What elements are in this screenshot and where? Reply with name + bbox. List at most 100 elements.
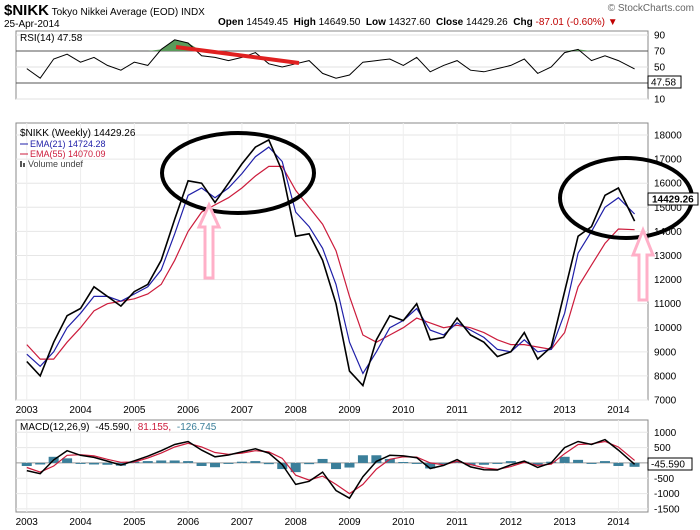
year-tick-label: 2007 xyxy=(231,517,254,528)
price-tick-label: 17000 xyxy=(654,155,682,166)
year-tick-label: 2004 xyxy=(69,405,92,416)
macd-hist-bar xyxy=(223,462,234,464)
macd-tick-label: -500 xyxy=(654,474,674,485)
macd-hist-bar xyxy=(210,462,221,468)
macd-hist-bar xyxy=(21,462,32,466)
close-label: Close xyxy=(435,17,464,28)
price-legend: $NIKK (Weekly) 14429.26 xyxy=(20,128,136,139)
year-tick-label: 2007 xyxy=(231,405,254,416)
macd-hist-bar xyxy=(331,462,342,470)
year-tick-label: 2014 xyxy=(607,405,630,416)
year-tick-label: 2011 xyxy=(446,405,468,416)
macd-hist-bar xyxy=(532,462,543,466)
macd-legend-hist: -126.745 xyxy=(177,422,217,433)
rsi-legend: RSI(14) 47.58 xyxy=(20,33,83,44)
price-panel: 18000 17000 16000 15000 14000 13000 12000 11000… xyxy=(15,122,699,407)
macd-hist-bar xyxy=(142,461,153,463)
rsi-panel: 9070503010 47.58 RSI(14) 47.58 xyxy=(15,30,682,106)
macd-hist-bar xyxy=(357,455,368,463)
macd-line xyxy=(26,438,636,500)
year-tick-label: 2003 xyxy=(16,517,39,528)
open-label: Open xyxy=(218,17,244,28)
price-last-box xyxy=(647,192,699,206)
price-tick-label: 13000 xyxy=(654,251,682,262)
close-value: 14429.26 xyxy=(465,17,508,28)
macd-hist-bar xyxy=(236,461,247,463)
year-tick-label: 2009 xyxy=(338,405,361,416)
price-panel-frame xyxy=(15,122,649,401)
up-arrow-icon xyxy=(196,201,222,280)
macd-hist-bar xyxy=(371,455,382,463)
macd-hist-bar xyxy=(344,462,355,468)
macd-hist-bar xyxy=(183,461,194,463)
exchange: INDX xyxy=(180,7,205,18)
year-tick-label: 2013 xyxy=(554,405,577,416)
year-tick-label: 2005 xyxy=(123,517,146,528)
rsi-tick-label: 10 xyxy=(654,95,666,106)
ema21-legend: EMA(21) 14724.28 xyxy=(30,139,106,149)
macd-hist-bar xyxy=(384,458,395,463)
ema55-legend: EMA(55) 14070.09 xyxy=(30,149,106,159)
macd-hist-bar xyxy=(317,458,328,463)
rsi-last-label: 47.58 xyxy=(651,78,676,89)
instrument-name: Tokyo Nikkei Average (EOD) xyxy=(51,7,179,18)
down-triangle-icon: ▼ xyxy=(607,17,618,28)
price-tick-label: 7000 xyxy=(654,396,677,407)
open-value: 14549.45 xyxy=(246,17,289,28)
price-tick-label: 9000 xyxy=(654,347,677,358)
macd-hist-bar xyxy=(411,462,422,464)
low-value: 14327.60 xyxy=(388,17,431,28)
rsi-last-box xyxy=(647,75,682,89)
quote-date: 25-Apr-2014 xyxy=(4,19,60,30)
macd-legend-signal: 81.155, xyxy=(138,422,171,433)
macd-hist-bar xyxy=(613,462,624,466)
high-value: 14649.50 xyxy=(318,17,361,28)
rsi-tick-label: 70 xyxy=(654,47,666,58)
year-axis: 2003 2004 2005 2006 2007 2008 2009 2010 2011 2012… xyxy=(16,405,630,416)
rsi-trend-line xyxy=(175,45,300,65)
chart-title: $NIKK Tokyo Nikkei Average (EOD) INDX xyxy=(4,2,205,19)
high-label: High xyxy=(293,17,316,28)
macd-hist-bar xyxy=(599,461,610,463)
macd-hist-bar xyxy=(277,462,288,470)
year-tick-label: 2006 xyxy=(177,517,200,528)
top-circle-annotation xyxy=(160,131,316,215)
macd-hist-bar xyxy=(62,458,73,463)
year-tick-label: 2013 xyxy=(554,517,577,528)
year-tick-label: 2008 xyxy=(285,517,308,528)
rsi-tick-label: 50 xyxy=(654,63,666,74)
macd-last-box xyxy=(647,457,693,471)
macd-legend: MACD(12,26,9) -45.590, 81.155, -126.745 xyxy=(20,422,217,433)
macd-hist-bar xyxy=(290,462,301,473)
macd-hist-bar xyxy=(559,456,570,463)
year-tick-label: 2011 xyxy=(446,517,468,528)
volume-icon xyxy=(23,163,25,167)
rsi-panel-frame xyxy=(15,30,649,100)
year-tick-label: 2012 xyxy=(500,405,523,416)
macd-hist-bar xyxy=(505,461,516,463)
macd-hist-bar xyxy=(573,459,584,463)
year-tick-label: 2014 xyxy=(607,517,630,528)
macd-hist-bar xyxy=(196,462,207,466)
macd-hist-bar xyxy=(478,462,489,465)
chg-value: -87.01 (-0.60%) xyxy=(535,17,605,28)
macd-hist-bar xyxy=(115,462,126,466)
macd-tick-label: -1500 xyxy=(654,504,680,515)
macd-hist-bar xyxy=(102,462,113,465)
macd-hist-bar xyxy=(586,462,597,464)
macd-legend-title: MACD(12,26,9) xyxy=(20,422,89,433)
macd-hist-bar xyxy=(629,462,640,467)
year-tick-label: 2004 xyxy=(69,517,92,528)
year-tick-label: 2003 xyxy=(16,405,39,416)
macd-hist-bar xyxy=(398,462,409,464)
price-tick-label: 18000 xyxy=(654,131,682,142)
macd-hist-bar xyxy=(250,461,261,463)
year-tick-label: 2010 xyxy=(392,405,415,416)
macd-hist-bar xyxy=(75,462,86,464)
price-tick-label: 11000 xyxy=(654,299,682,310)
macd-hist-bar xyxy=(304,462,315,465)
symbol: $NIKK xyxy=(4,2,50,19)
brand-label: © StockCharts.com xyxy=(607,3,694,14)
macd-hist-bar xyxy=(88,462,99,465)
